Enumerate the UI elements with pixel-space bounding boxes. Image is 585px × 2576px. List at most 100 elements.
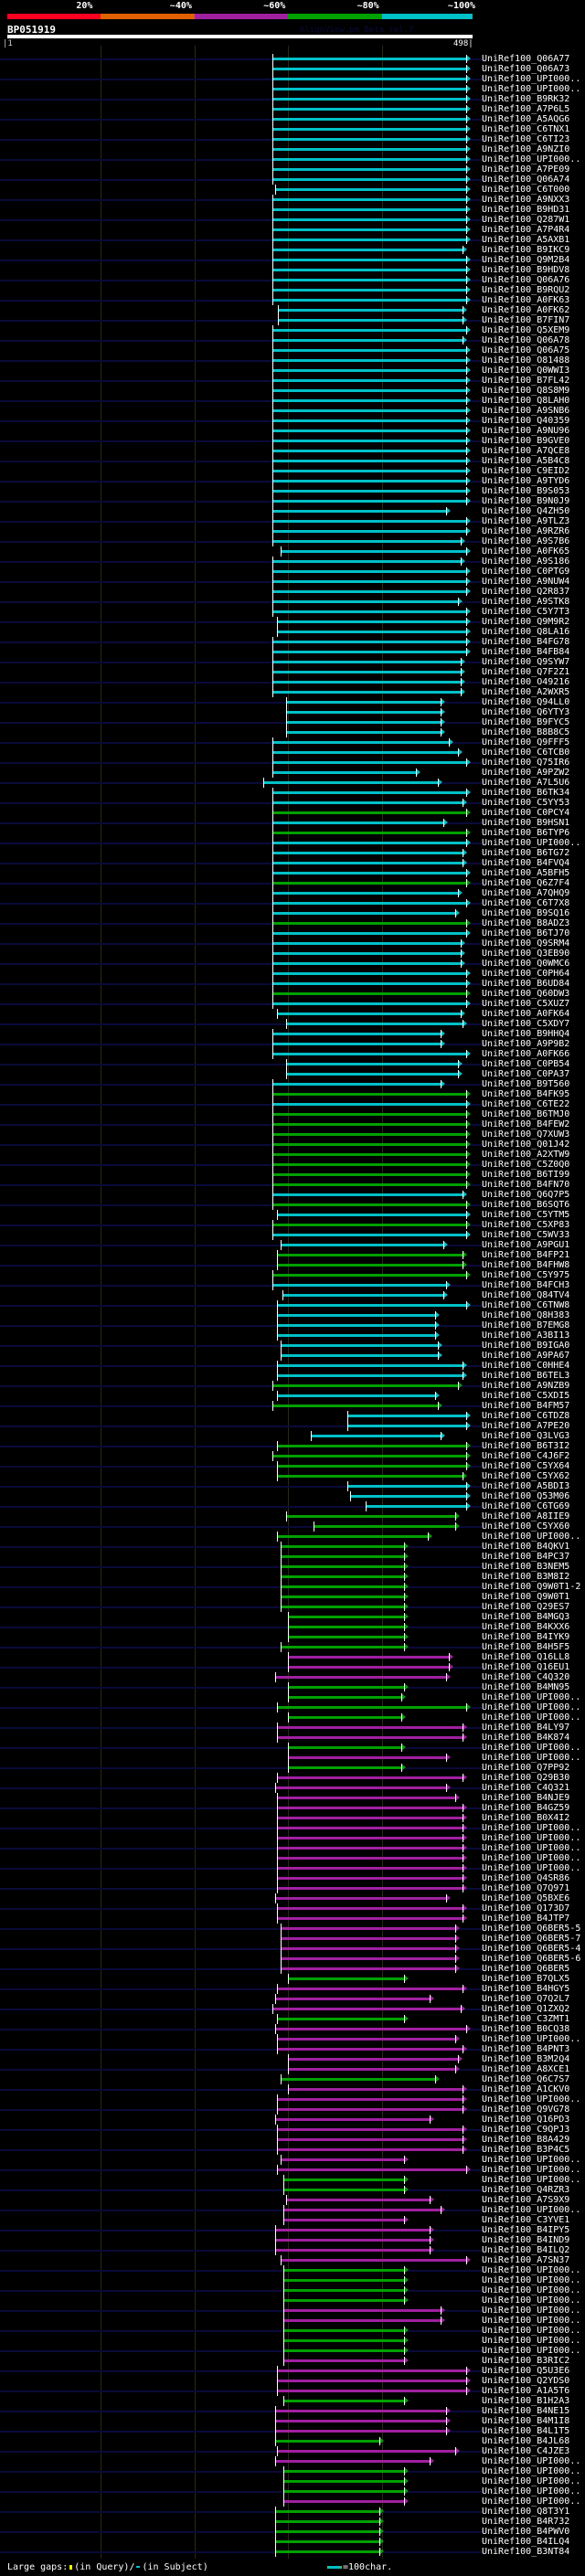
subject-label[interactable]: UniRef100_B4K874 (482, 1733, 570, 1743)
alignment-row[interactable]: UniRef100_B3M2Q4 (0, 2054, 585, 2064)
alignment-row[interactable]: UniRef100_B9HHQ4 (0, 1029, 585, 1039)
alignment-row[interactable]: UniRef100_UPI000.. (0, 2175, 585, 2185)
alignment-row[interactable]: UniRef100_Q9W0T1 (0, 1592, 585, 1602)
alignment-bar[interactable] (346, 1485, 466, 1488)
alignment-row[interactable]: UniRef100_Q5BXE6 (0, 1893, 585, 1903)
alignment-bar[interactable] (271, 228, 466, 231)
alignment-row[interactable]: UniRef100_B4IYK9 (0, 1632, 585, 1642)
subject-label[interactable]: UniRef100_B9FYC5 (482, 717, 570, 727)
alignment-bar[interactable] (283, 2219, 405, 2221)
alignment-bar[interactable] (276, 1917, 463, 1920)
alignment-bar[interactable] (271, 932, 466, 935)
subject-label[interactable]: UniRef100_B9IGA0 (482, 1341, 570, 1351)
alignment-bar[interactable] (310, 1435, 441, 1437)
subject-label[interactable]: UniRef100_A7P6L5 (482, 104, 570, 114)
alignment-bar[interactable] (271, 1043, 441, 1045)
subject-label[interactable]: UniRef100_Q3EB90 (482, 949, 570, 959)
alignment-bar[interactable] (283, 2279, 405, 2282)
alignment-bar[interactable] (271, 1284, 447, 1287)
alignment-bar[interactable] (271, 962, 461, 965)
alignment-row[interactable]: UniRef100_UPI000.. (0, 2295, 585, 2306)
alignment-bar[interactable] (271, 460, 466, 462)
alignment-row[interactable]: UniRef100_Q06A78 (0, 335, 585, 345)
alignment-bar[interactable] (271, 58, 466, 60)
subject-label[interactable]: UniRef100_Q0WWI3 (482, 366, 570, 376)
subject-label[interactable]: UniRef100_B4FM57 (482, 1401, 570, 1411)
alignment-row[interactable]: UniRef100_B4FB84 (0, 647, 585, 657)
alignment-bar[interactable] (271, 389, 466, 392)
subject-label[interactable]: UniRef100_Q60DW3 (482, 989, 570, 999)
subject-label[interactable]: UniRef100_B6TYP6 (482, 828, 570, 838)
subject-label[interactable]: UniRef100_UPI000.. (482, 2326, 581, 2336)
alignment-row[interactable]: UniRef100_B9IGA0 (0, 1341, 585, 1351)
alignment-row[interactable]: UniRef100_A7P6L5 (0, 104, 585, 114)
alignment-bar[interactable] (276, 1535, 428, 1538)
subject-label[interactable]: UniRef100_A5AXB1 (482, 235, 570, 245)
alignment-bar[interactable] (276, 1324, 436, 1327)
subject-label[interactable]: UniRef100_A9NUW4 (482, 577, 570, 587)
alignment-row[interactable]: UniRef100_Q6Q7P5 (0, 1190, 585, 1200)
alignment-row[interactable]: UniRef100_A9S7B6 (0, 536, 585, 546)
subject-label[interactable]: UniRef100_Q16EU1 (482, 1662, 570, 1672)
alignment-row[interactable]: UniRef100_C6T7X8 (0, 898, 585, 908)
subject-label[interactable]: UniRef100_A7L5U6 (482, 778, 570, 788)
alignment-row[interactable]: UniRef100_B3RIC2 (0, 2356, 585, 2366)
alignment-bar[interactable] (276, 1304, 466, 1307)
alignment-bar[interactable] (271, 580, 466, 583)
subject-label[interactable]: UniRef100_UPI000.. (482, 2275, 581, 2285)
subject-label[interactable]: UniRef100_Q6BER5-6 (482, 1954, 581, 1964)
alignment-row[interactable]: UniRef100_A7SN37 (0, 2255, 585, 2265)
subject-label[interactable]: UniRef100_B4NJE9 (482, 1793, 570, 1803)
alignment-bar[interactable] (283, 2299, 405, 2302)
alignment-bar[interactable] (262, 781, 439, 784)
alignment-bar[interactable] (286, 1063, 458, 1065)
alignment-row[interactable]: UniRef100_A9NXX3 (0, 195, 585, 205)
alignment-row[interactable]: UniRef100_Q94LL0 (0, 697, 585, 707)
alignment-row[interactable]: UniRef100_B4JTP7 (0, 1913, 585, 1924)
alignment-row[interactable]: UniRef100_B7FL42 (0, 376, 585, 386)
alignment-row[interactable]: UniRef100_UPI000.. (0, 2456, 585, 2466)
alignment-row[interactable]: UniRef100_A0FK64 (0, 1009, 585, 1019)
alignment-bar[interactable] (271, 1384, 458, 1387)
subject-label[interactable]: UniRef100_Q6Z7F4 (482, 878, 570, 888)
alignment-row[interactable]: UniRef100_B4FK95 (0, 1089, 585, 1099)
alignment-row[interactable]: UniRef100_B4PWV0 (0, 2527, 585, 2537)
alignment-row[interactable]: UniRef100_C3YVE1 (0, 2215, 585, 2225)
alignment-row[interactable]: UniRef100_Q7PP92 (0, 1763, 585, 1773)
alignment-row[interactable]: UniRef100_A9TYD6 (0, 476, 585, 486)
subject-label[interactable]: UniRef100_A9NZB9 (482, 1381, 570, 1391)
subject-label[interactable]: UniRef100_C0HHE4 (482, 1361, 570, 1371)
alignment-row[interactable]: UniRef100_B0CQ38 (0, 2024, 585, 2034)
alignment-row[interactable]: UniRef100_Q75IR6 (0, 758, 585, 768)
alignment-row[interactable]: UniRef100_Q5U3E6 (0, 2366, 585, 2376)
subject-label[interactable]: UniRef100_B7QLX5 (482, 1974, 570, 1984)
subject-label[interactable]: UniRef100_B0CQ38 (482, 2024, 570, 2034)
alignment-row[interactable]: UniRef100_UPI000.. (0, 2265, 585, 2275)
alignment-bar[interactable] (283, 2480, 405, 2483)
subject-label[interactable]: UniRef100_Q6Q7P5 (482, 1190, 570, 1200)
subject-label[interactable]: UniRef100_A9NXX3 (482, 195, 570, 205)
alignment-bar[interactable] (276, 2148, 463, 2151)
alignment-bar[interactable] (271, 661, 461, 663)
subject-label[interactable]: UniRef100_A7QHQ9 (482, 888, 570, 898)
alignment-row[interactable]: UniRef100_Q9SRM4 (0, 938, 585, 949)
subject-label[interactable]: UniRef100_Q7F2Z1 (482, 667, 570, 677)
alignment-bar[interactable] (283, 2189, 405, 2191)
alignment-bar[interactable] (271, 98, 466, 101)
subject-label[interactable]: UniRef100_Q16PD3 (482, 2115, 570, 2125)
alignment-row[interactable]: UniRef100_UPI000.. (0, 2034, 585, 2044)
alignment-bar[interactable] (276, 1706, 466, 1709)
subject-label[interactable]: UniRef100_Q4ZH50 (482, 506, 570, 516)
subject-label[interactable]: UniRef100_C6T7X8 (482, 898, 570, 908)
alignment-bar[interactable] (288, 1686, 405, 1689)
alignment-row[interactable]: UniRef100_C5Y975 (0, 1270, 585, 1280)
alignment-bar[interactable] (281, 1606, 405, 1608)
alignment-row[interactable]: UniRef100_B4R732 (0, 2517, 585, 2527)
alignment-bar[interactable] (271, 168, 466, 171)
subject-label[interactable]: UniRef100_UPI000.. (482, 2285, 581, 2295)
subject-label[interactable]: UniRef100_UPI000.. (482, 1712, 581, 1723)
alignment-bar[interactable] (276, 1314, 436, 1317)
alignment-row[interactable]: UniRef100_UPI000.. (0, 2466, 585, 2476)
subject-label[interactable]: UniRef100_Q7XUW3 (482, 1129, 570, 1140)
alignment-row[interactable]: UniRef100_A9TLZ3 (0, 516, 585, 526)
